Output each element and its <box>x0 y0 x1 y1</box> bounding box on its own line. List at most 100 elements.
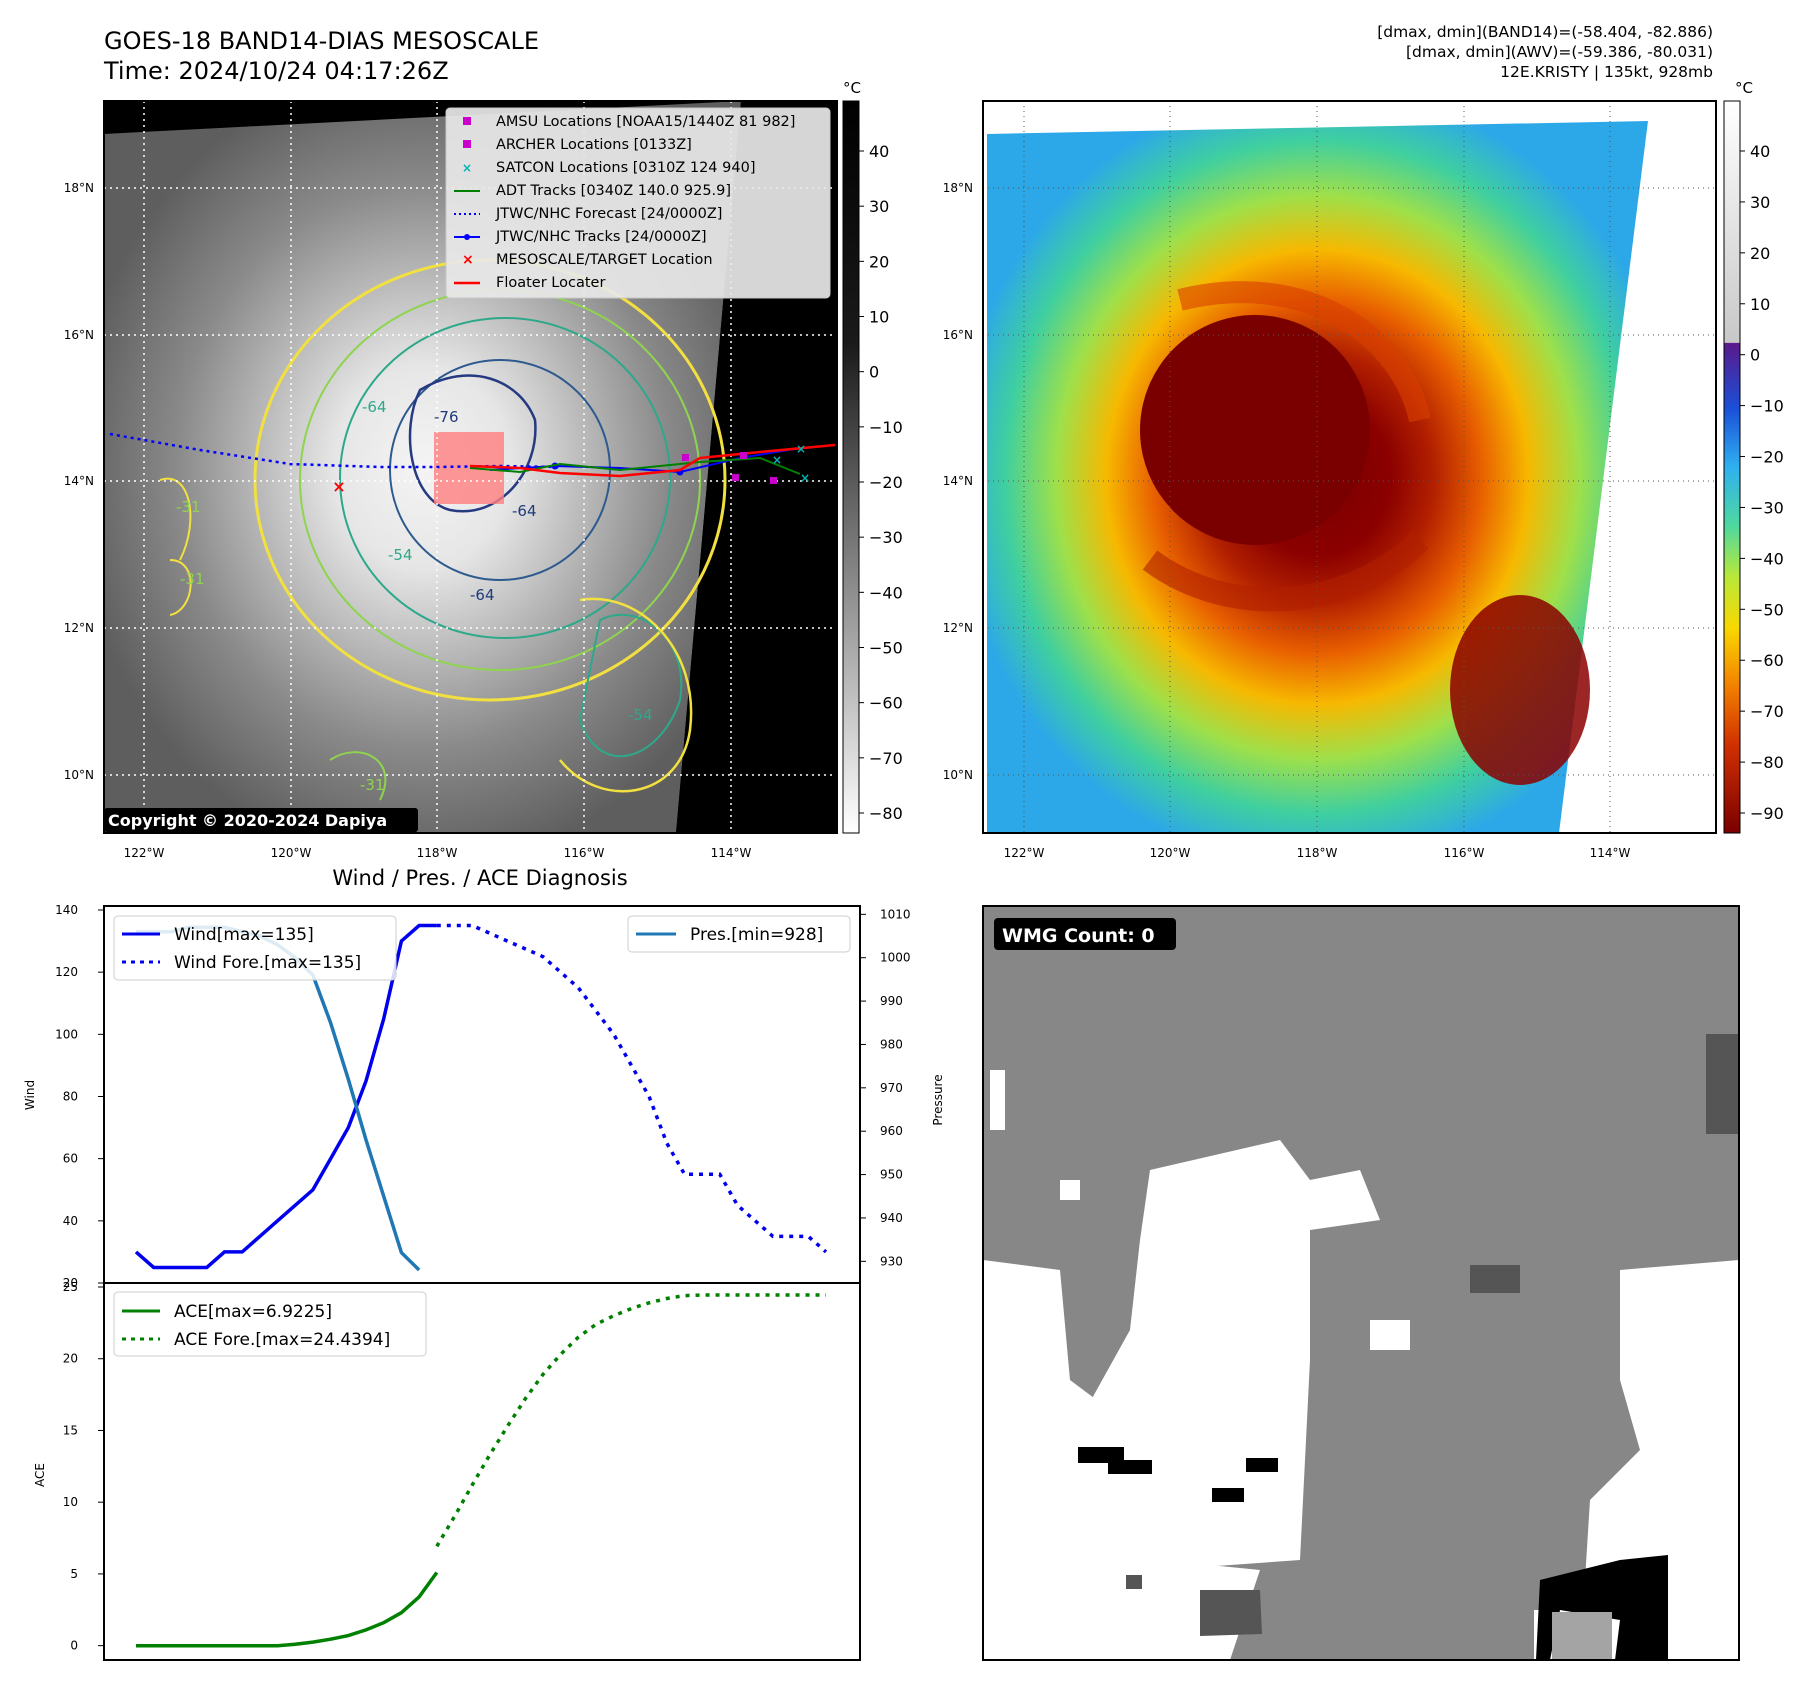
contour-label: -64 <box>362 398 387 416</box>
legend-floater: Floater Locater <box>496 275 605 291</box>
colorbar-tick-label: 20 <box>869 252 889 271</box>
colorbar-tick-label: 0 <box>869 363 879 382</box>
pressure-tick-label: 930 <box>880 1254 903 1268</box>
colorbar-tick-label: −80 <box>1750 753 1784 772</box>
pressure-tick-label: 990 <box>880 994 903 1008</box>
awv-colorbar-unit: °C <box>1735 79 1753 97</box>
svg-text:×: × <box>800 471 810 485</box>
colorbar-tick-label: −60 <box>1750 651 1784 670</box>
lon-label: 114°W <box>1590 846 1631 860</box>
lon-label: 118°W <box>1297 846 1338 860</box>
legend-adt: ADT Tracks [0340Z 140.0 925.9] <box>496 183 731 199</box>
ace-series-line-0 <box>136 1571 439 1648</box>
figure-title: GOES-18 BAND14-DIAS MESOSCALE Time: 2024/… <box>104 26 539 86</box>
colorbar-tick-label: −70 <box>1750 702 1784 721</box>
pressure-tick-label: 960 <box>880 1124 903 1138</box>
contour-label: -64 <box>512 502 537 520</box>
lat-label: 10°N <box>943 768 973 782</box>
chart-title: Wind / Pres. / ACE Diagnosis <box>332 866 628 890</box>
colorbar-tick-label: −50 <box>1750 600 1784 619</box>
legend-ace-forecast: ACE Fore.[max=24.4394] <box>174 1330 390 1350</box>
colorbar-tick-label: −80 <box>869 804 903 823</box>
colorbar-tick-label: −50 <box>869 639 903 658</box>
wind-tick-label: 40 <box>63 1214 78 1228</box>
ace-tick-label: 15 <box>63 1423 78 1437</box>
lon-label: 116°W <box>1444 846 1485 860</box>
awv-satellite-map <box>982 100 1717 834</box>
pressure-tick-label: 970 <box>880 1081 903 1095</box>
wind-axis-label: Wind <box>23 1080 37 1110</box>
legend-jtwc-forecast: JTWC/NHC Forecast [24/0000Z] <box>495 206 722 222</box>
legend-archer: ARCHER Locations [0133Z] <box>496 137 692 153</box>
pressure-tick-label: 980 <box>880 1037 903 1051</box>
ace-axis-label: ACE <box>33 1463 47 1487</box>
pressure-tick-label: 1010 <box>880 907 911 921</box>
wmg-panel: WMG Count: 0 <box>982 905 1740 1661</box>
colorbar-tick-label: −40 <box>1750 549 1784 568</box>
colorbar-tick-label: −30 <box>1750 498 1784 517</box>
svg-text:×: × <box>462 161 472 175</box>
colorbar-tick-label: −70 <box>869 749 903 768</box>
wind-tick-label: 120 <box>55 965 78 979</box>
ace-chart: 25 20 15 10 5 0 ACE ACE[max=6.9225] ACE Fore.… <box>33 1280 861 1661</box>
colorbar-tick-label: −90 <box>1750 804 1784 823</box>
pressure-tick-label: 1000 <box>880 951 911 965</box>
ace-tick-label: 20 <box>63 1352 78 1366</box>
wmg-count-label: WMG Count: 0 <box>1002 925 1155 947</box>
lat-label: 12°N <box>64 621 94 635</box>
colorbar-tick-label: 30 <box>869 197 889 216</box>
colorbar-tick-label: 40 <box>869 142 889 161</box>
legend-wind: Wind[max=135] <box>174 925 314 945</box>
colorbar-tick-label: 10 <box>1750 295 1770 314</box>
colorbar-tick-label: 10 <box>869 308 889 327</box>
info-line1: [dmax, dmin](BAND14)=(-58.404, -82.886) <box>1377 23 1713 41</box>
legend-satcon: SATCON Locations [0310Z 124 940] <box>496 160 755 176</box>
colorbar-tick-label: −10 <box>1750 397 1784 416</box>
wind-pressure-chart: 140 120 100 80 60 40 20 1010 1000 990 980 970 960 95… <box>23 903 945 1290</box>
figure-title-line1: GOES-18 BAND14-DIAS MESOSCALE <box>104 27 540 55</box>
legend-ace: ACE[max=6.9225] <box>174 1302 332 1322</box>
ace-tick-label: 10 <box>63 1495 78 1509</box>
pressure-axis-label: Pressure <box>931 1074 945 1125</box>
series-line-0 <box>134 923 437 1270</box>
colorbar-tick-label: −20 <box>1750 448 1784 467</box>
figure-info: [dmax, dmin](BAND14)=(-58.404, -82.886) … <box>1377 22 1713 82</box>
legend-jtwc-tracks: JTWC/NHC Tracks [24/0000Z] <box>495 229 707 245</box>
lon-label: 122°W <box>1004 846 1045 860</box>
lat-label: 14°N <box>64 474 94 488</box>
colorbar-tick-label: 30 <box>1750 193 1770 212</box>
lat-label: 14°N <box>943 474 973 488</box>
wind-tick-label: 140 <box>55 903 78 917</box>
contour-label: -31 <box>360 776 385 794</box>
info-line3: 12E.KRISTY | 135kt, 928mb <box>1500 63 1713 81</box>
lon-label: 114°W <box>711 846 752 860</box>
lon-label: 122°W <box>124 846 165 860</box>
colorbar-tick-label: 40 <box>1750 142 1770 161</box>
awv-map-axes: 18°N 16°N 14°N 12°N 10°N 122°W 120°W 118… <box>943 181 1631 860</box>
ace-tick-label: 0 <box>70 1639 78 1653</box>
ace-tick-label: 5 <box>70 1567 78 1581</box>
info-line2: [dmax, dmin](AWV)=(-59.386, -80.031) <box>1406 43 1713 61</box>
awv-colorbar: °C 40 30 20 10 0 −10 −20 −30 −40 −50 −60 −70 −80 −90 <box>1723 79 1784 834</box>
contour-label: -31 <box>176 498 201 516</box>
lat-label: 16°N <box>943 328 973 342</box>
colorbar-tick-label: −60 <box>869 694 903 713</box>
colorbar-tick-label: −40 <box>869 583 903 602</box>
lon-label: 120°W <box>1150 846 1191 860</box>
colorbar-tick-label: −10 <box>869 418 903 437</box>
copyright-text: Copyright © 2020-2024 Dapiya <box>108 811 387 830</box>
map-legend: × × AMSU Locations [NOAA15/1440Z 81 982]… <box>445 107 831 299</box>
colorbar-tick-label: −30 <box>869 528 903 547</box>
series-line-1 <box>436 923 828 1254</box>
colorbar-tick-label: 20 <box>1750 244 1770 263</box>
lat-label: 16°N <box>64 328 94 342</box>
ir-colorbar: °C 40 30 20 10 0 −10 −20 −30 −40 −50 −60 −70 −80 <box>842 79 903 834</box>
figure-title-line2: Time: 2024/10/24 04:17:26Z <box>104 57 449 85</box>
contour-label: -64 <box>470 586 495 604</box>
lon-label: 118°W <box>417 846 458 860</box>
pressure-tick-label: 940 <box>880 1211 903 1225</box>
ir-colorbar-unit: °C <box>843 79 861 97</box>
ir-map-axes: 18°N 16°N 14°N 12°N 10°N 122°W 120°W 118… <box>64 181 752 860</box>
colorbar-tick-label: −20 <box>869 473 903 492</box>
